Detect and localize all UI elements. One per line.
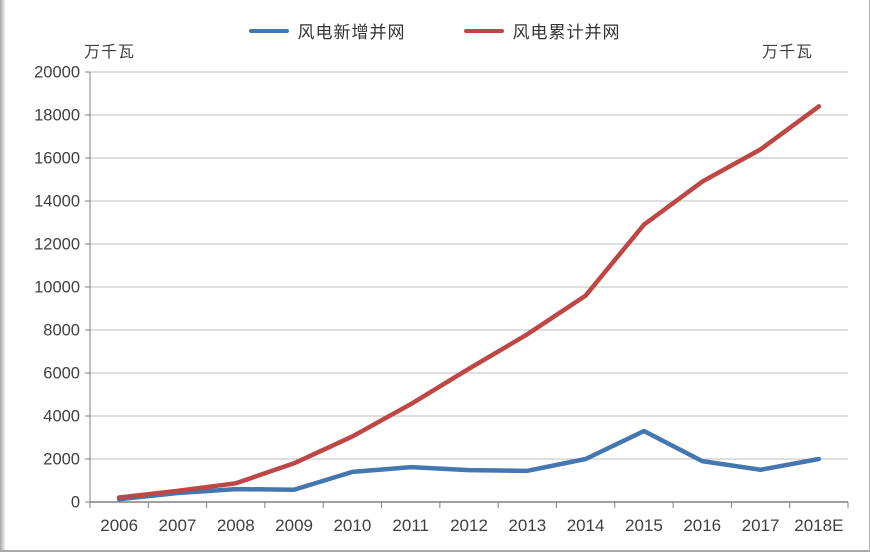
y-axis-label: 0 — [71, 494, 80, 512]
x-axis-label: 2009 — [275, 516, 313, 535]
x-axis-label: 2007 — [159, 516, 197, 535]
x-axis-label: 2016 — [683, 516, 721, 535]
y-axis-label: 18000 — [34, 107, 80, 125]
x-axis-label: 2018E — [794, 516, 843, 535]
x-axis-label: 2010 — [333, 516, 371, 535]
legend-item-cumulative: 风电累计并网 — [463, 18, 621, 43]
series-line-new-grid-connected — [116, 428, 822, 502]
x-axis-label: 2017 — [742, 516, 780, 535]
y-axis-label: 4000 — [43, 408, 80, 426]
y-axis-label: 6000 — [43, 365, 80, 383]
y-axis-label: 2000 — [43, 451, 80, 469]
legend-line-sample-red — [463, 28, 504, 33]
x-axis-label: 2015 — [625, 516, 663, 535]
y-axis-label: 16000 — [34, 150, 80, 168]
x-axis-label: 2012 — [450, 516, 488, 535]
legend-item-new: 风电新增并网 — [248, 18, 406, 43]
x-axis-label: 2011 — [392, 516, 429, 535]
y-axis-label: 20000 — [34, 64, 80, 82]
legend-label-cumulative: 风电累计并网 — [512, 23, 621, 42]
chart-legend: 风电新增并网 风电累计并网 — [0, 18, 869, 43]
legend-line-sample-blue — [248, 28, 289, 33]
y-axis-unit-left: 万千瓦 — [84, 44, 136, 61]
x-axis-label: 2013 — [508, 516, 546, 535]
y-axis-label: 8000 — [43, 322, 80, 340]
y-axis-label: 14000 — [34, 193, 80, 211]
x-axis-label: 2008 — [217, 516, 255, 535]
legend-label-new: 风电新增并网 — [297, 23, 406, 42]
x-axis-label: 2014 — [567, 516, 605, 535]
x-axis-label: 2006 — [100, 516, 138, 535]
series-line-cumulative-grid-connected — [116, 104, 822, 500]
y-axis-label: 12000 — [34, 236, 80, 254]
y-axis-unit-right: 万千瓦 — [762, 44, 814, 61]
y-axis-label: 10000 — [34, 279, 80, 297]
